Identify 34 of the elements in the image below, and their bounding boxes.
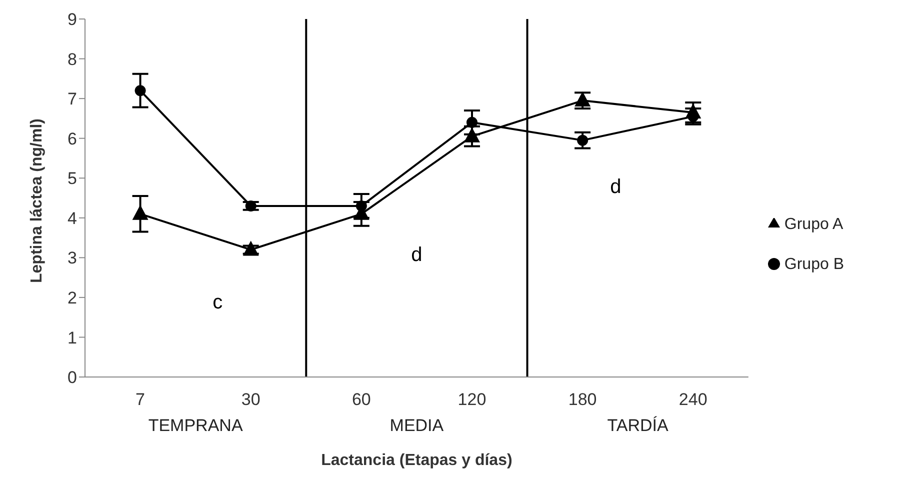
text: TARDÍA bbox=[607, 416, 670, 436]
y-tick-label: 7 bbox=[68, 90, 77, 109]
annotation: c bbox=[212, 292, 223, 314]
x-tick-label: 30 bbox=[241, 390, 260, 410]
legend-label: Grupo B bbox=[784, 256, 844, 272]
x-tick-label: 240 bbox=[678, 390, 708, 410]
y-tick-label: 4 bbox=[68, 208, 77, 228]
x-tick-label: 180 bbox=[568, 390, 597, 410]
point bbox=[466, 116, 478, 128]
y-axis-title: Leptina láctea (ng/ml) bbox=[28, 118, 46, 283]
y-tick-label: 5 bbox=[68, 169, 77, 188]
x-tick-label: 120 bbox=[458, 390, 486, 410]
x-tick-label: 60 bbox=[352, 390, 371, 410]
legend-label: Grupo A bbox=[784, 216, 844, 232]
y-tick-label: 1 bbox=[68, 328, 77, 348]
x-axis-title: Lactancia (Etapas y días) bbox=[321, 452, 512, 469]
point bbox=[242, 240, 259, 256]
point bbox=[577, 134, 588, 146]
y-tick-label: 8 bbox=[68, 50, 77, 69]
point bbox=[134, 85, 146, 96]
point bbox=[245, 200, 256, 212]
text: MEDIA bbox=[390, 416, 444, 436]
y-tick-label: 9 bbox=[68, 10, 77, 30]
text: TEMPRANA bbox=[148, 416, 244, 436]
point bbox=[356, 200, 367, 212]
point bbox=[132, 204, 148, 220]
point bbox=[464, 127, 480, 142]
y-tick-label: 0 bbox=[68, 368, 77, 388]
y-tick-label: 2 bbox=[68, 288, 77, 308]
y-tick-label: 6 bbox=[68, 129, 77, 148]
x-tick-label: 7 bbox=[136, 390, 146, 410]
annotation: d bbox=[610, 176, 622, 198]
annotation: d bbox=[411, 244, 422, 266]
y-tick-label: 3 bbox=[68, 248, 77, 268]
